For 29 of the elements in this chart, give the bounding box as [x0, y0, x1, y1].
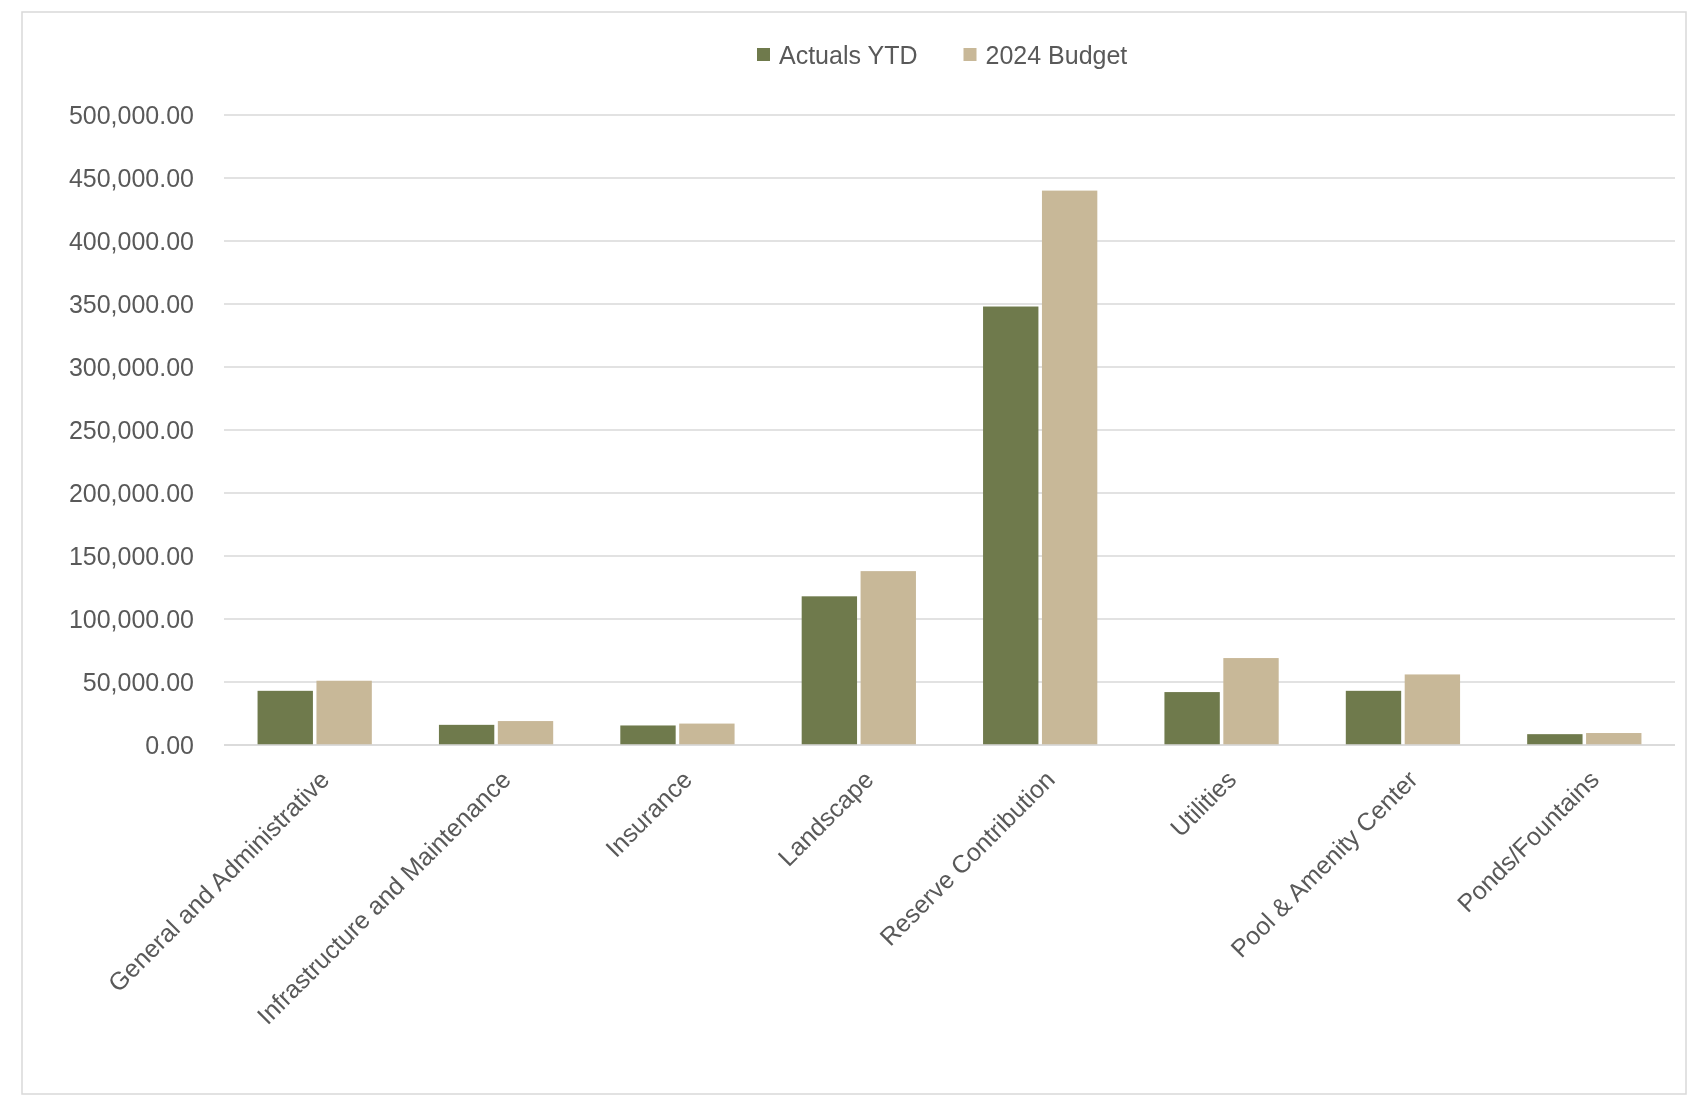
bar — [1586, 733, 1642, 745]
y-tick-label: 400,000.00 — [68, 226, 194, 255]
bar — [1404, 674, 1461, 745]
bar — [679, 723, 735, 745]
y-tick-label: 50,000.00 — [82, 667, 194, 696]
bar — [1041, 190, 1098, 745]
bar — [620, 725, 676, 745]
bar — [1527, 734, 1583, 745]
bar — [497, 721, 554, 745]
y-tick-label: 250,000.00 — [68, 415, 194, 444]
bar — [1223, 658, 1279, 745]
y-tick-label: 500,000.00 — [68, 100, 194, 129]
bar — [257, 690, 313, 745]
y-tick-label: 100,000.00 — [68, 604, 194, 633]
bar — [1164, 692, 1220, 745]
y-tick-label: 200,000.00 — [68, 478, 194, 507]
bar — [438, 724, 495, 745]
bar — [801, 596, 858, 745]
y-tick-label: 0.00 — [145, 730, 194, 759]
bar — [983, 306, 1039, 745]
bar — [1345, 690, 1402, 745]
y-tick-label: 450,000.00 — [68, 163, 194, 192]
legend-label: Actuals YTD — [779, 40, 918, 69]
bar — [860, 571, 916, 745]
y-tick-label: 150,000.00 — [68, 541, 194, 570]
legend-label: 2024 Budget — [985, 40, 1128, 69]
y-tick-label: 350,000.00 — [68, 289, 194, 318]
y-tick-label: 300,000.00 — [68, 352, 194, 381]
bar — [316, 680, 372, 745]
